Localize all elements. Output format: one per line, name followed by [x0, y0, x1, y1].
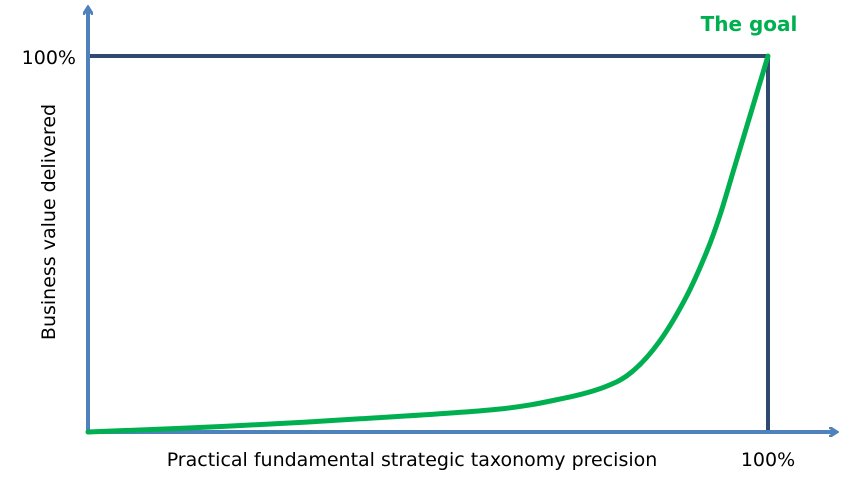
value-curve: [85, 53, 771, 435]
x-axis-title: Practical fundamental strategic taxonomy…: [167, 449, 658, 471]
goal-label: The goal: [701, 12, 798, 36]
y-axis-title: Business value delivered: [38, 104, 60, 340]
x-max-label: 100%: [741, 449, 795, 471]
y-max-label: 100%: [22, 47, 76, 69]
